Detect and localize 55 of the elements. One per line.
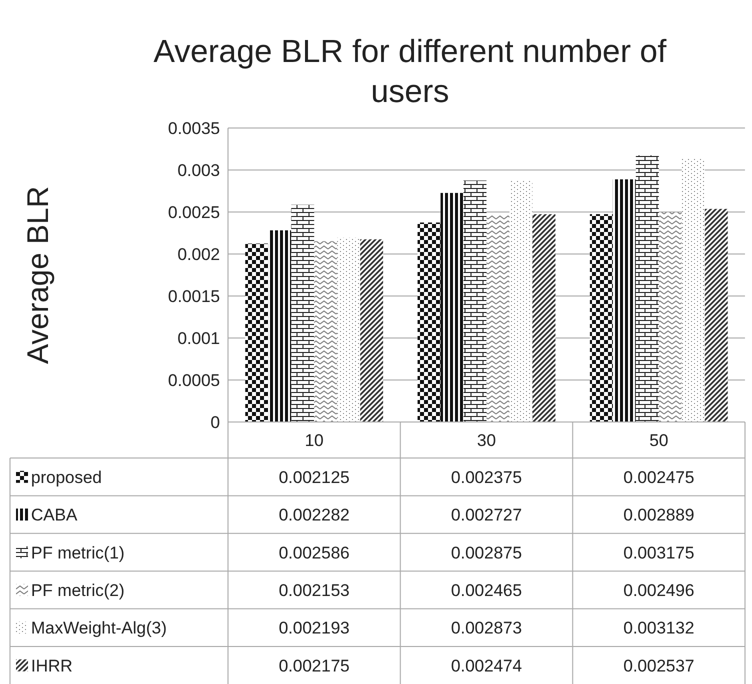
y-tick-label: 0.002 [177,245,220,264]
y-tick-label: 0.0005 [168,371,220,390]
data-label: 0.002586 [278,543,350,562]
x-tick-label: 50 [649,431,668,450]
data-label: 0.003175 [623,543,694,562]
data-label: 0.002175 [278,656,350,676]
bar [704,208,728,422]
bar [658,212,682,422]
data-label: 0.002475 [623,468,694,487]
bar [337,238,360,422]
bar [509,180,532,422]
bar [612,179,636,422]
chart-title: Average BLR for different number of users [154,33,667,109]
bar [418,222,441,422]
y-tick-label: 0.001 [177,329,220,348]
bar [245,244,268,422]
bar [636,155,659,422]
data-label: 0.002153 [278,580,350,600]
bar [440,192,464,422]
legend-label: MaxWeight-Alg(3) [31,618,167,638]
x-tick-label: 30 [477,431,496,450]
legend-label: IHRR [31,656,73,676]
bar [464,180,486,422]
data-label: 0.002727 [451,506,522,525]
y-axis-title: Average BLR [22,186,55,364]
data-label: 0.002465 [451,580,522,600]
data-label: 0.002282 [278,506,350,525]
legend-label: PF metric(1) [31,543,124,562]
y-tick-label: 0.0035 [168,119,220,138]
bar [590,214,613,422]
data-label: 0.002125 [278,468,350,487]
y-tick-label: 0 [210,413,220,432]
legend-label: PF metric(2) [31,580,124,600]
data-label: 0.002875 [451,543,522,562]
data-label: 0.002873 [451,618,522,638]
data-label: 0.002889 [623,506,694,525]
data-label: 0.003132 [623,618,694,638]
bar [682,158,705,422]
y-tick-label: 0.003 [177,161,220,180]
bar [268,230,292,422]
data-label: 0.002193 [278,618,350,638]
bar [486,214,510,422]
data-label: 0.002474 [451,656,522,676]
bar [291,204,314,422]
data-label: 0.002375 [451,468,522,487]
bar [532,214,556,422]
bar [314,241,338,422]
legend-label: CABA [31,506,78,525]
bar [360,239,384,422]
y-tick-label: 0.0025 [168,203,220,222]
legend-label: proposed [31,468,102,487]
data-label: 0.002537 [623,656,694,676]
x-tick-label: 10 [304,431,324,450]
y-tick-label: 0.0015 [168,287,220,306]
data-label: 0.002496 [623,580,694,600]
